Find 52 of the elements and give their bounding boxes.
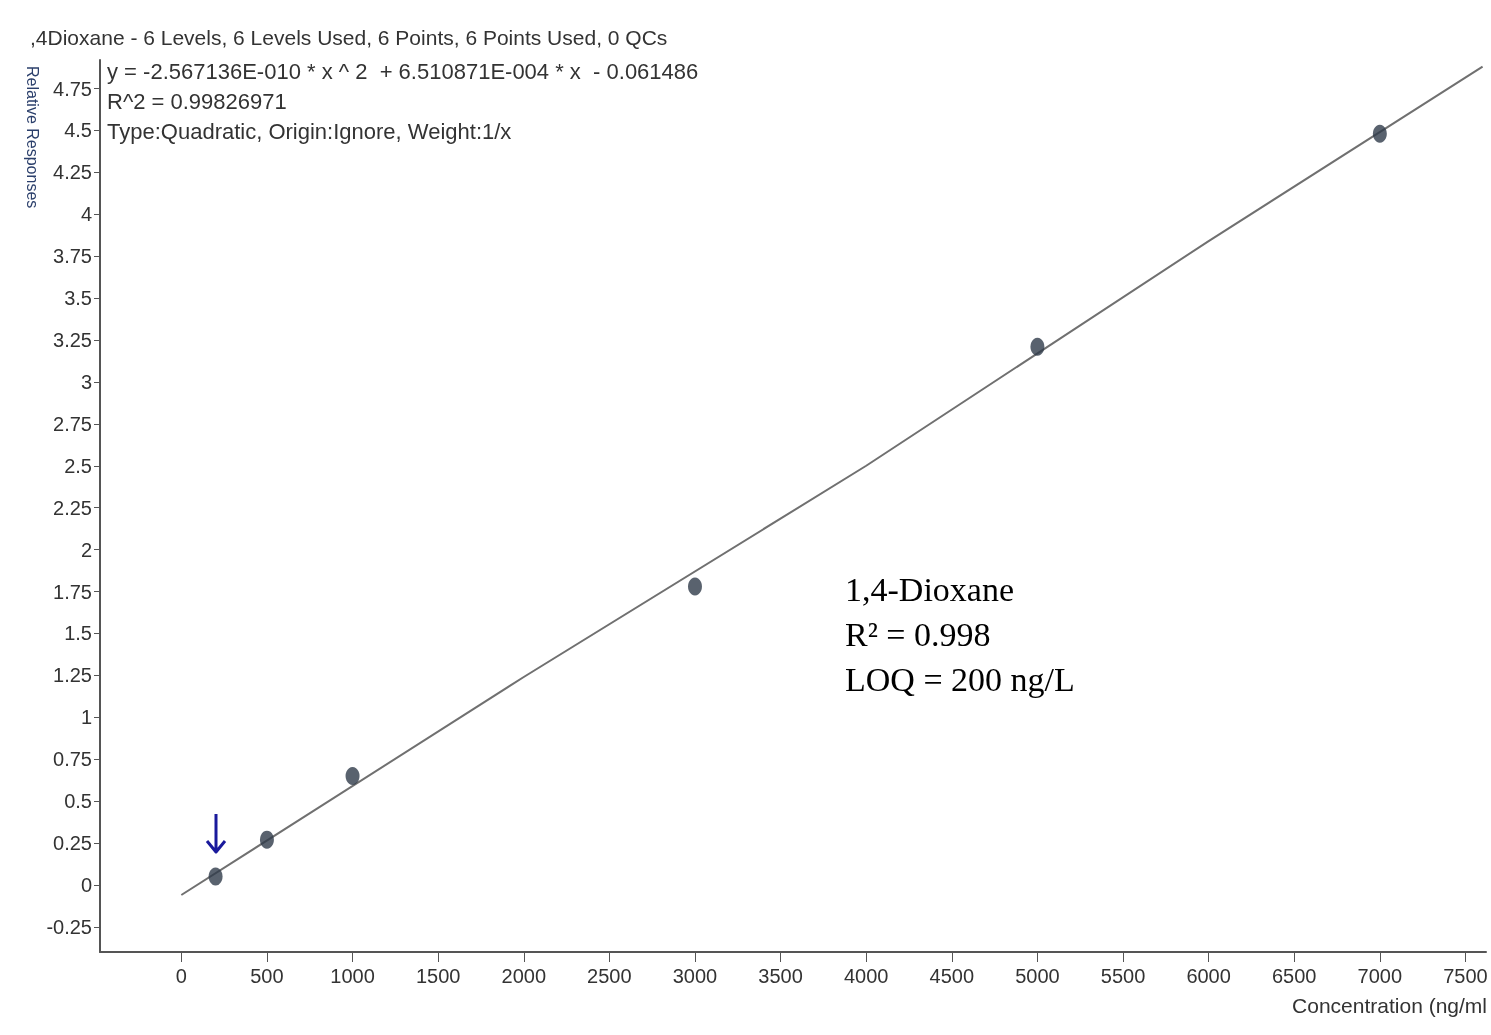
x-tick-label: 1500 — [415, 965, 461, 987]
x-tick-label: 6000 — [1186, 965, 1231, 987]
annotation: LOQ = 200 ng/L — [845, 660, 1075, 698]
point — [208, 867, 223, 886]
x-tick-label: 1000 — [330, 965, 375, 987]
y-tick-label: 2.25 — [53, 496, 92, 519]
y-tick-label: 2.75 — [53, 412, 92, 435]
point — [687, 577, 702, 596]
annotation: 1,4-Dioxane — [845, 570, 1015, 608]
annotation: R^2 = 0.99826971 — [107, 88, 287, 114]
y-tick-label: 0.5 — [64, 790, 92, 813]
y-tick-label: 4.75 — [53, 77, 92, 100]
y-tick-label: 3.25 — [53, 329, 92, 352]
y-tick-label: 0.25 — [53, 832, 92, 855]
point — [259, 830, 274, 849]
x-tick-label: 5000 — [1015, 965, 1060, 987]
y-tick-label: 0.75 — [53, 748, 92, 771]
x-axis-title: Concentration (ng/ml — [1292, 994, 1488, 1017]
x-tick-label: 2000 — [501, 965, 547, 987]
y-tick-label: 1.5 — [64, 622, 92, 645]
y-tick-label: 3.75 — [53, 245, 92, 268]
annotation: R² = 0.998 — [845, 615, 991, 653]
y-tick-label: 1 — [80, 706, 92, 729]
y-tick-label: 2 — [80, 538, 92, 561]
x-tick-label: 5500 — [1100, 965, 1146, 987]
annotation: Type:Quadratic, Origin:Ignore, Weight:1/x — [107, 118, 512, 144]
y-tick-label: 4.25 — [53, 161, 92, 184]
x-tick-label: 4000 — [843, 965, 889, 987]
point — [1030, 337, 1045, 356]
y-tick-label: 4 — [80, 203, 92, 226]
y-tick-label: -0.25 — [46, 915, 92, 938]
x-tick-label: 500 — [250, 965, 284, 987]
x-tick-label: 3500 — [758, 965, 803, 987]
y-tick-label: 1.75 — [53, 580, 92, 603]
y-tick-label: 3 — [80, 370, 92, 393]
x-tick-label: 2500 — [587, 965, 632, 987]
x-tick-label: 0 — [175, 965, 187, 987]
y-tick-label: 2.5 — [64, 454, 92, 477]
x-tick-label: 7500 — [1443, 965, 1488, 987]
point — [1372, 124, 1387, 143]
x-tick-label: 7000 — [1357, 965, 1403, 987]
x-tick-label: 3000 — [672, 965, 718, 987]
x-tick-label: 4500 — [929, 965, 975, 987]
y-tick-label: 4.5 — [64, 119, 92, 142]
x-tick-label: 6500 — [1271, 965, 1317, 987]
y-tick-label: 3.5 — [64, 287, 92, 310]
y-tick-label: 1.25 — [53, 664, 92, 687]
annotation: y = -2.567136E-010 * x ^ 2 + 6.510871E-004 * x - 0.061486 — [107, 58, 699, 84]
point — [345, 766, 360, 785]
chart-title: ,4Dioxane - 6 Levels, 6 Levels Used, 6 Points, 6 Points Used, 0 QCs — [30, 26, 668, 49]
y-axis-title: Relative Responses — [23, 66, 41, 209]
y-tick-label: 0 — [80, 873, 92, 896]
